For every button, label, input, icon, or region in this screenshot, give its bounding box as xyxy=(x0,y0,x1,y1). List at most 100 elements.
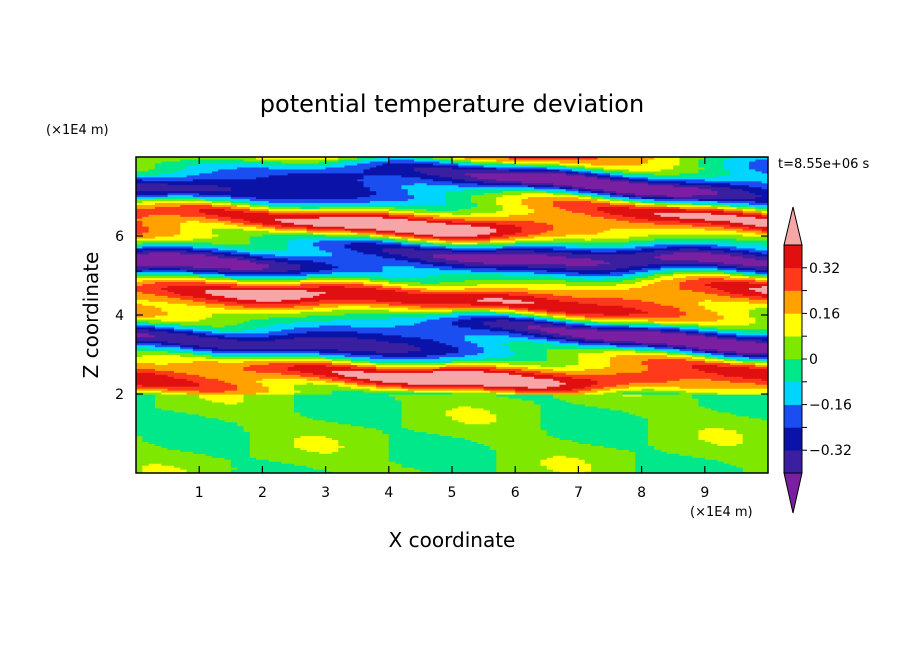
heatmap-cell xyxy=(591,196,605,200)
heatmap-cell xyxy=(685,208,725,211)
heatmap-cell xyxy=(388,214,415,217)
heatmap-cell xyxy=(452,320,485,324)
heatmap-cell xyxy=(622,174,649,178)
heatmap-cell xyxy=(136,301,169,304)
heatmap-cell xyxy=(136,309,162,312)
heatmap-cell xyxy=(243,222,263,225)
heatmap-cell xyxy=(249,431,384,435)
heatmap-cell xyxy=(647,174,719,178)
heatmap-cell xyxy=(698,433,744,437)
heatmap-cell xyxy=(489,421,542,425)
heatmap-cell xyxy=(496,230,523,233)
heatmap-cell xyxy=(439,281,636,284)
heatmap-cell xyxy=(723,354,744,358)
heatmap-cell xyxy=(635,455,693,458)
heatmap-cell xyxy=(647,263,719,267)
heatmap-cell xyxy=(136,279,143,283)
heatmap-cell xyxy=(635,281,655,284)
heatmap-cell xyxy=(262,255,384,259)
heatmap-cell xyxy=(591,170,605,174)
heatmap-cell xyxy=(136,188,232,192)
heatmap-cell xyxy=(218,299,257,302)
heatmap-cell xyxy=(489,232,516,235)
heatmap-cell xyxy=(401,401,535,405)
heatmap-cell xyxy=(540,407,611,411)
heatmap-cell xyxy=(281,220,428,223)
heatmap-cell xyxy=(136,439,143,442)
heatmap-cell xyxy=(205,281,238,284)
heatmap-cell xyxy=(142,249,188,253)
heatmap-cell xyxy=(666,342,768,346)
heatmap-cell xyxy=(382,354,428,358)
heatmap-cell xyxy=(243,228,276,231)
heatmap-cell xyxy=(180,342,409,346)
heatmap-cell xyxy=(154,293,181,296)
heatmap-cell xyxy=(628,386,681,389)
heatmap-cell xyxy=(136,443,156,446)
heatmap-cell xyxy=(698,397,768,401)
heatmap-cell xyxy=(161,172,200,176)
heatmap-cell xyxy=(249,435,301,439)
heatmap-cell xyxy=(154,401,226,405)
heatmap-cell xyxy=(142,220,188,223)
heatmap-cell xyxy=(717,350,737,354)
heatmap-cell xyxy=(515,316,535,320)
heatmap-cell xyxy=(553,192,573,196)
heatmap-cell xyxy=(553,182,649,186)
heatmap-cell xyxy=(647,344,668,348)
heatmap-cell xyxy=(578,457,636,460)
heatmap-cell xyxy=(433,471,497,473)
heatmap-cell xyxy=(294,320,421,324)
heatmap-cell xyxy=(597,232,756,235)
heatmap-cell xyxy=(154,281,207,284)
heatmap-cell xyxy=(218,184,365,188)
heatmap-cell xyxy=(325,249,358,253)
heatmap-cell xyxy=(350,352,447,356)
heatmap-cell xyxy=(350,366,377,369)
heatmap-cell xyxy=(496,210,535,213)
heatmap-cell xyxy=(420,469,497,472)
heatmap-cell xyxy=(489,237,516,241)
heatmap-cell xyxy=(186,303,226,306)
heatmap-cell xyxy=(136,241,143,245)
heatmap-cell xyxy=(142,469,188,472)
heatmap-cell xyxy=(357,382,377,385)
heatmap-cell xyxy=(749,249,768,253)
heatmap-cell xyxy=(136,164,156,168)
heatmap-cell xyxy=(376,299,478,302)
heatmap-cell xyxy=(742,435,768,439)
heatmap-cell xyxy=(142,279,207,283)
heatmap-cell xyxy=(154,362,169,365)
heatmap-cell xyxy=(363,158,390,162)
heatmap-cell xyxy=(527,330,548,334)
heatmap-cell xyxy=(610,364,649,367)
heatmap-cell xyxy=(439,243,510,247)
heatmap-cell xyxy=(464,178,497,182)
heatmap-cell xyxy=(369,166,415,170)
heatmap-cell xyxy=(546,190,567,194)
heatmap-cell xyxy=(237,204,251,207)
heatmap-cell xyxy=(199,344,415,348)
heatmap-cell xyxy=(136,316,207,320)
heatmap-cell xyxy=(565,170,579,174)
heatmap-cell xyxy=(628,178,649,182)
heatmap-cell xyxy=(136,200,143,204)
heatmap-cell xyxy=(230,188,371,192)
heatmap-cell xyxy=(673,164,700,168)
heatmap-cell xyxy=(192,350,213,354)
heatmap-cell xyxy=(256,261,289,265)
heatmap-cell xyxy=(508,313,523,316)
heatmap-cell xyxy=(205,453,251,456)
heatmap-cell xyxy=(243,429,384,433)
heatmap-cell xyxy=(546,313,567,316)
heatmap-cell xyxy=(628,382,756,385)
heatmap-cell xyxy=(148,322,181,326)
heatmap-cell xyxy=(628,236,768,239)
heatmap-cell xyxy=(730,172,768,176)
heatmap-cell xyxy=(591,168,605,172)
chart-title: potential temperature deviation xyxy=(260,90,644,118)
heatmap-cell xyxy=(192,330,213,334)
heatmap-cell xyxy=(439,340,472,344)
heatmap-cell xyxy=(546,330,662,334)
heatmap-cell xyxy=(730,463,768,466)
